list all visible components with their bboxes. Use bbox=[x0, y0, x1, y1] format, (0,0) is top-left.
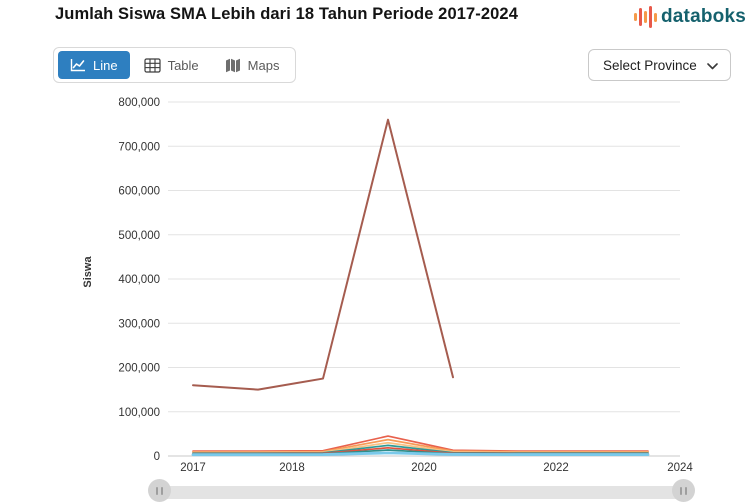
maps-icon bbox=[225, 58, 241, 73]
series-line-3 bbox=[192, 438, 649, 453]
chart-view-toolbar: Line Table Maps bbox=[53, 47, 297, 83]
table-icon bbox=[143, 57, 161, 73]
y-tick-label: 800,000 bbox=[118, 97, 160, 109]
chevron-down-icon bbox=[707, 58, 718, 73]
grip-icon bbox=[680, 486, 687, 495]
x-tick-label: 2018 bbox=[279, 462, 305, 474]
y-tick-label: 0 bbox=[154, 451, 160, 463]
databoks-bars-icon bbox=[633, 4, 657, 30]
series-line-2 bbox=[192, 435, 649, 452]
tab-line[interactable]: Line bbox=[58, 51, 130, 79]
tab-maps-label: Maps bbox=[247, 57, 280, 73]
series-line-8 bbox=[191, 451, 650, 457]
x-tick-label: 2017 bbox=[180, 462, 206, 474]
scrollbar-right-handle[interactable] bbox=[672, 479, 695, 502]
tab-line-label: Line bbox=[93, 57, 118, 73]
tab-maps[interactable]: Maps bbox=[213, 51, 292, 79]
series-line-1 bbox=[192, 118, 454, 391]
grip-icon bbox=[156, 486, 163, 495]
tab-table[interactable]: Table bbox=[132, 51, 211, 79]
series-line-5 bbox=[192, 444, 649, 454]
y-axis-title: Siswa bbox=[82, 256, 94, 288]
brand-logo[interactable]: databoks bbox=[633, 4, 746, 30]
y-tick-label: 400,000 bbox=[118, 274, 160, 286]
brand-name: databoks bbox=[660, 6, 746, 27]
x-tick-label: 2020 bbox=[411, 462, 437, 474]
y-tick-label: 700,000 bbox=[118, 141, 160, 153]
y-tick-label: 500,000 bbox=[118, 230, 160, 242]
page-title: Jumlah Siswa SMA Lebih dari 18 Tahun Per… bbox=[55, 5, 518, 23]
scrollbar-track[interactable] bbox=[160, 486, 684, 499]
province-select-label: Select Province bbox=[603, 57, 697, 73]
y-tick-label: 200,000 bbox=[118, 363, 160, 375]
y-tick-label: 600,000 bbox=[118, 186, 160, 198]
series-line-6 bbox=[192, 446, 649, 455]
line-chart-icon bbox=[70, 58, 86, 72]
y-tick-label: 100,000 bbox=[118, 407, 160, 419]
x-tick-label: 2022 bbox=[543, 462, 569, 474]
series-line-7 bbox=[192, 449, 649, 455]
scrollbar-left-handle[interactable] bbox=[148, 479, 171, 502]
province-select[interactable]: Select Province bbox=[588, 49, 731, 81]
series-line-4 bbox=[192, 441, 649, 454]
x-tick-label: 2024 bbox=[667, 462, 693, 474]
tab-table-label: Table bbox=[167, 57, 199, 73]
y-tick-label: 300,000 bbox=[118, 318, 160, 330]
